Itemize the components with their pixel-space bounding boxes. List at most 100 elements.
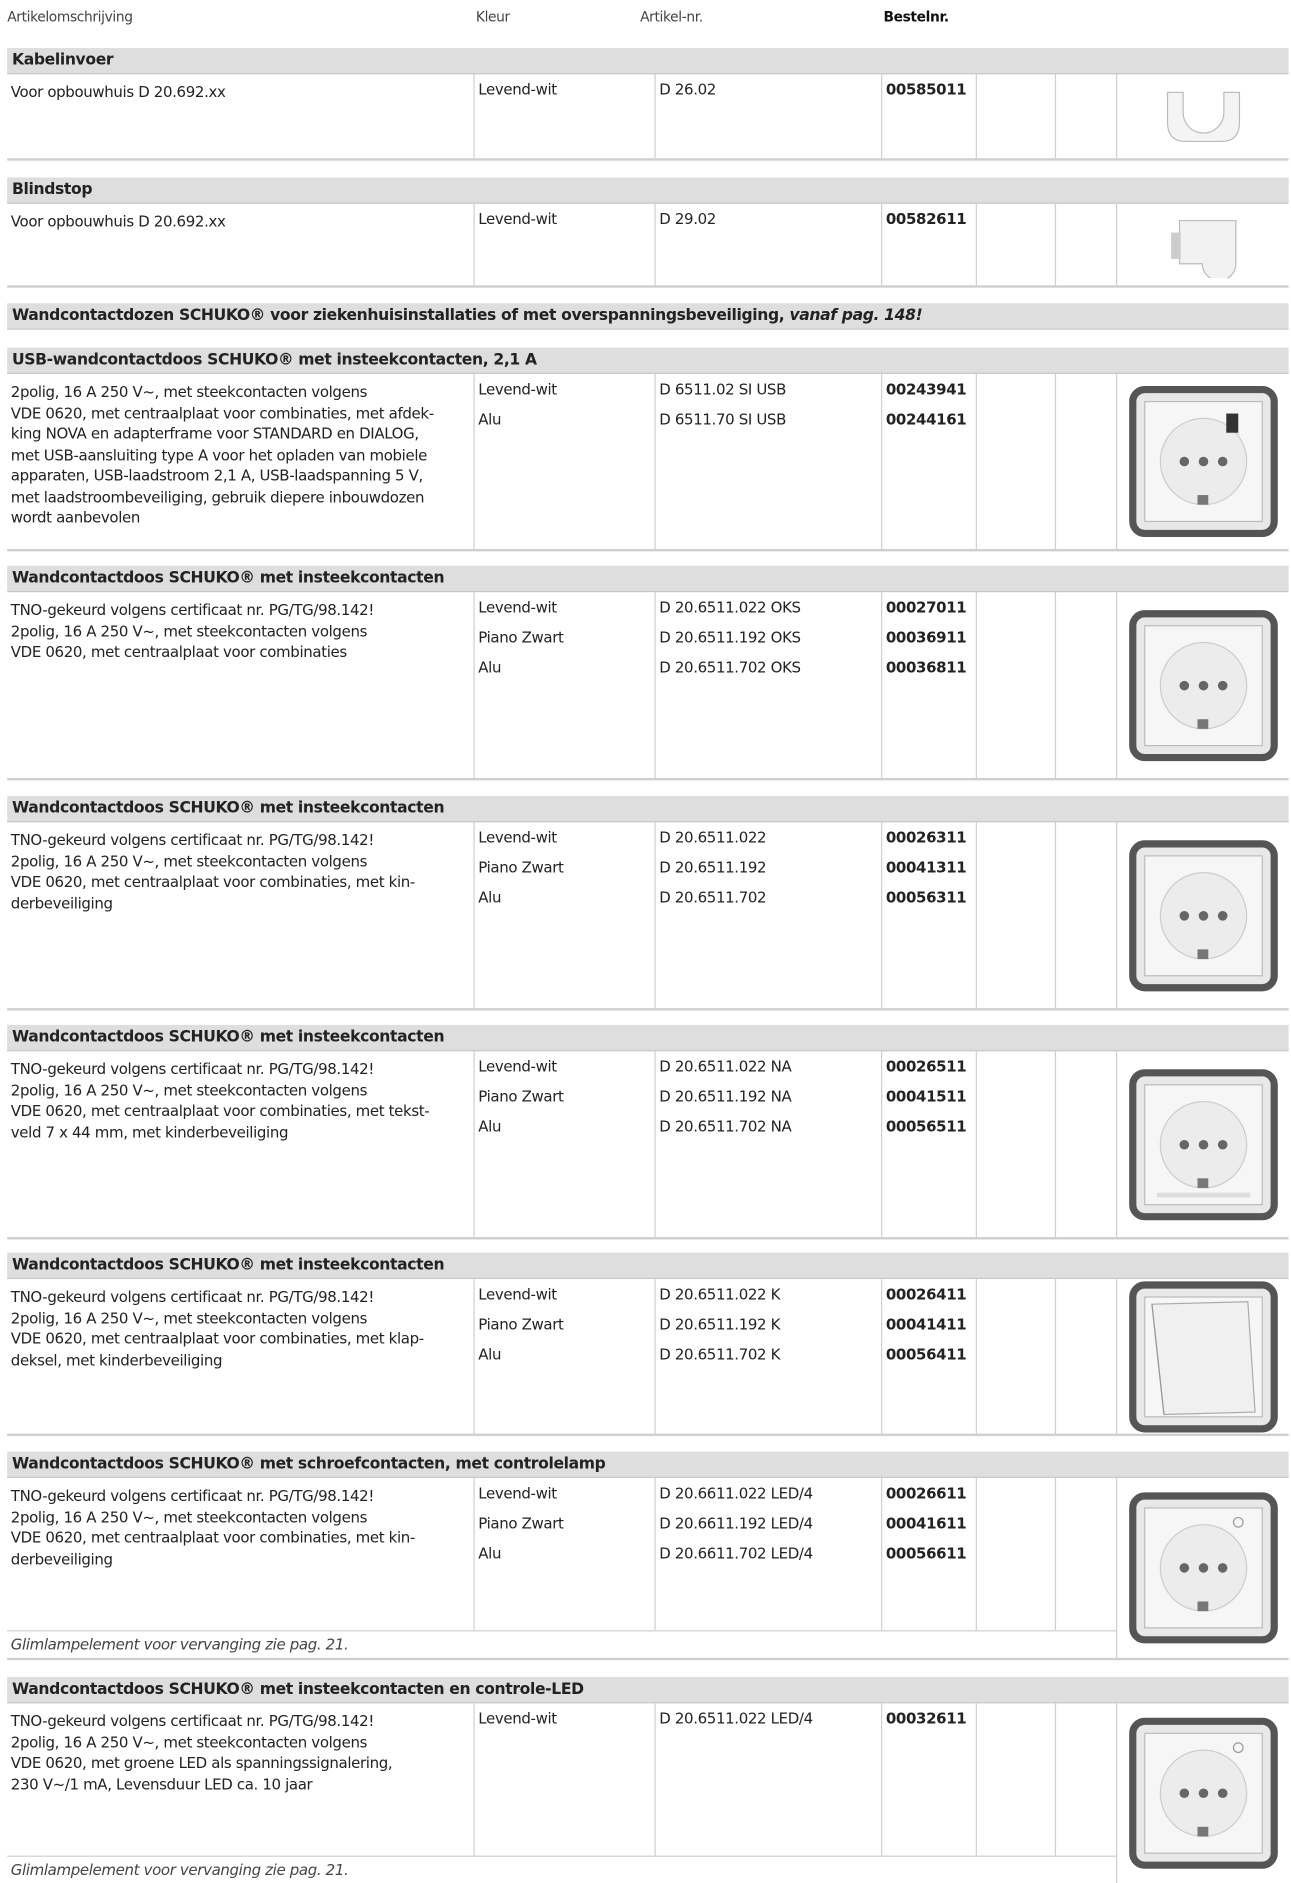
cell: Voor opbouwhuis D 20.692.xx	[7, 203, 475, 286]
cell: D 20.6511.022 OKS D 20.6511.192 OKS D 20.6…	[656, 592, 883, 778]
description-line: apparaten, USB-laadstroom 2,1 A, USB-laa…	[10, 466, 424, 485]
product-image	[1117, 1051, 1288, 1237]
section-title: Blindstop	[7, 177, 1289, 204]
cell: Levend-wit	[475, 1703, 656, 1856]
cell: D 6511.02 SI USB D 6511.70 SI USB	[656, 373, 883, 550]
description-line: TNO-gekeurd volgens certificaat nr. PG/T…	[10, 830, 375, 849]
section-title: USB-wandcontactdoos SCHUKO® met insteekc…	[7, 347, 1289, 374]
cell: 00026511 00041511 00056511	[882, 1051, 977, 1238]
article-number: D 20.6511.022 NA	[659, 1057, 792, 1076]
section: Wandcontactdoos SCHUKO® met insteekconta…	[7, 1676, 1289, 1883]
cell: TNO-gekeurd volgens certificaat nr. PG/T…	[7, 1477, 475, 1631]
description-line: 2polig, 16 A 250 V~, met steekcontacten …	[10, 1080, 368, 1099]
order-number: 00041511	[885, 1087, 967, 1106]
cell	[977, 373, 1057, 550]
cell: TNO-gekeurd volgens certificaat nr. PG/T…	[7, 592, 475, 778]
cells: Voor opbouwhuis D 20.692.xx Levend-wit D 2…	[7, 203, 1118, 286]
color: Levend-wit	[478, 1285, 557, 1303]
article-number: D 20.6611.022 LED/4	[659, 1483, 813, 1502]
color: Levend-wit	[478, 379, 557, 398]
order-number: 00026511	[885, 1057, 967, 1076]
row-left: TNO-gekeurd volgens certificaat nr. PG/T…	[7, 1703, 1118, 1883]
description-line: TNO-gekeurd volgens certificaat nr. PG/T…	[10, 1486, 375, 1505]
color: Alu	[478, 1543, 502, 1562]
section-title: Wandcontactdoos SCHUKO® met insteekconta…	[7, 1676, 1289, 1704]
section-title: Wandcontactdoos SCHUKO® met insteekconta…	[7, 1252, 1289, 1280]
cells: TNO-gekeurd volgens certificaat nr. PG/T…	[7, 822, 1118, 1009]
product-row: 2polig, 16 A 250 V~, met steekcontacten …	[7, 373, 1289, 552]
article-number: D 20.6611.192 LED/4	[659, 1513, 813, 1532]
article-number: D 20.6511.702	[659, 888, 767, 907]
description-line: derbeveiliging	[10, 1549, 113, 1568]
section: Wandcontactdozen SCHUKO® voor ziekenhuis…	[7, 303, 1289, 330]
title-text: Wandcontactdoos SCHUKO® met insteekconta…	[11, 1028, 445, 1047]
article-number: D 6511.02 SI USB	[659, 379, 787, 398]
product-row: TNO-gekeurd volgens certificaat nr. PG/T…	[7, 822, 1289, 1011]
cell: Levend-wit Alu	[475, 373, 656, 550]
column-header: Bestelnr.	[883, 8, 949, 26]
description-line: TNO-gekeurd volgens certificaat nr. PG/T…	[10, 1711, 375, 1730]
cell: D 20.6511.022 K D 20.6511.192 K D 20.6511.…	[656, 1279, 883, 1434]
cell: 00026311 00041311 00056311	[882, 822, 977, 1009]
cell: Levend-wit Piano Zwart Alu	[475, 1051, 656, 1238]
description-line: Voor opbouwhuis D 20.692.xx	[10, 82, 226, 101]
cells: TNO-gekeurd volgens certificaat nr. PG/T…	[7, 1477, 1118, 1631]
description-line: deksel, met kinderbeveiliging	[10, 1350, 223, 1369]
color: Alu	[478, 409, 502, 428]
cell: D 20.6511.022 LED/4	[656, 1703, 883, 1856]
order-number: 00041411	[885, 1314, 967, 1333]
cell: 00027011 00036911 00036811	[882, 592, 977, 778]
row-left: TNO-gekeurd volgens certificaat nr. PG/T…	[7, 1279, 1118, 1434]
article-number: D 20.6511.702 OKS	[659, 658, 801, 677]
description-line: TNO-gekeurd volgens certificaat nr. PG/T…	[10, 1287, 375, 1306]
order-number: 00026611	[885, 1483, 967, 1502]
article-number: D 20.6511.022 OKS	[659, 598, 801, 617]
description-line: 2polig, 16 A 250 V~, met steekcontacten …	[10, 1507, 368, 1526]
cell: TNO-gekeurd volgens certificaat nr. PG/T…	[7, 1051, 475, 1238]
description-line: TNO-gekeurd volgens certificaat nr. PG/T…	[10, 1059, 375, 1078]
cell: 00032611	[882, 1703, 977, 1856]
product-image	[1117, 822, 1288, 1008]
description-line: 230 V~/1 mA, Levensduur LED ca. 10 jaar	[10, 1774, 313, 1793]
cell	[977, 1703, 1057, 1856]
color: Piano Zwart	[478, 1513, 564, 1532]
cell	[977, 592, 1057, 778]
title-text: Wandcontactdoos SCHUKO® met insteekconta…	[11, 1256, 445, 1275]
section-title: Wandcontactdozen SCHUKO® voor ziekenhuis…	[7, 303, 1289, 330]
description-line: VDE 0620, met centraalplaat voor combina…	[10, 1329, 424, 1348]
description-line: VDE 0620, met centraalplaat voor combina…	[10, 872, 416, 891]
article-number: D 20.6511.702 K	[659, 1344, 781, 1363]
cell: 00026611 00041611 00056611	[882, 1477, 977, 1631]
row-left: TNO-gekeurd volgens certificaat nr. PG/T…	[7, 1477, 1118, 1658]
description-line: VDE 0620, met centraalplaat voor combina…	[10, 1528, 416, 1547]
order-number: 00026411	[885, 1285, 967, 1303]
order-number: 00056311	[885, 888, 967, 907]
description-line: VDE 0620, met centraalplaat voor combina…	[10, 1101, 430, 1120]
description-line: TNO-gekeurd volgens certificaat nr. PG/T…	[10, 600, 375, 619]
section: Blindstop Voor opbouwhuis D 20.692.xx Leve…	[7, 177, 1289, 288]
order-number: 00056611	[885, 1543, 967, 1562]
product-row: TNO-gekeurd volgens certificaat nr. PG/T…	[7, 1279, 1289, 1437]
title-italic: vanaf pag. 148!	[789, 306, 923, 325]
section: Wandcontactdoos SCHUKO® met schroefconta…	[7, 1451, 1289, 1661]
article-number: D 20.6511.192	[659, 858, 767, 877]
product-image	[1117, 1703, 1288, 1883]
description-line: 2polig, 16 A 250 V~, met steekcontacten …	[10, 621, 368, 640]
section-title: Wandcontactdoos SCHUKO® met insteekconta…	[7, 1024, 1289, 1052]
order-number: 00582611	[885, 209, 967, 228]
note: Glimlampelement voor vervanging zie pag.…	[7, 1855, 1118, 1883]
title-text: Kabelinvoer	[11, 51, 114, 70]
title-text: Wandcontactdoos SCHUKO® met insteekconta…	[11, 569, 445, 588]
section: Wandcontactdoos SCHUKO® met insteekconta…	[7, 1024, 1289, 1240]
product-image	[1117, 1279, 1288, 1434]
cell	[977, 74, 1057, 159]
note: Glimlampelement voor vervanging zie pag.…	[7, 1630, 1118, 1658]
cells: TNO-gekeurd volgens certificaat nr. PG/T…	[7, 592, 1118, 778]
order-number: 00036811	[885, 658, 967, 677]
order-number: 00056511	[885, 1117, 967, 1136]
description-line: 2polig, 16 A 250 V~, met steekcontacten …	[10, 1732, 368, 1751]
article-number: D 29.02	[659, 209, 716, 228]
color: Alu	[478, 888, 502, 907]
cell: 00026411 00041411 00056411	[882, 1279, 977, 1434]
cells: TNO-gekeurd volgens certificaat nr. PG/T…	[7, 1051, 1118, 1238]
